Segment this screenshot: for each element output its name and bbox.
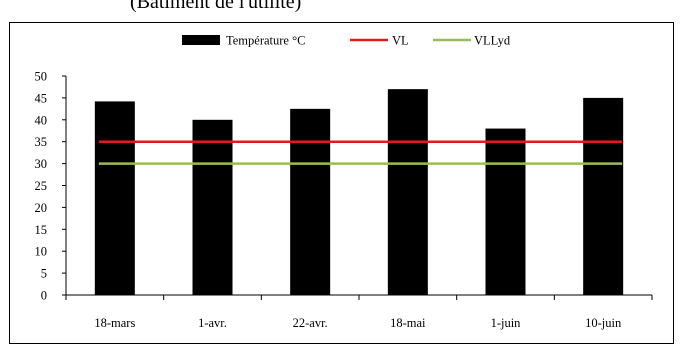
x-tick-label: 18-mars: [94, 316, 135, 330]
x-tick-label: 1-juin: [491, 316, 522, 330]
bar-22-avr.: [290, 108, 331, 295]
y-tick-label: 5: [41, 267, 47, 281]
y-tick-label: 20: [35, 201, 48, 215]
legend: Température °C VL VLLyd: [182, 34, 511, 48]
bars: [94, 89, 624, 296]
legend-label-VLLyd: VLLyd: [474, 34, 511, 48]
bar-1-avr.: [192, 119, 233, 295]
bar-1-juin: [485, 128, 526, 295]
y-tick-label: 40: [35, 113, 48, 127]
x-tick-label: 22-avr.: [293, 316, 328, 330]
y-tick-label: 30: [35, 157, 48, 171]
y-tick-label: 45: [35, 91, 48, 105]
legend-swatch-Température °C: [182, 35, 220, 45]
bar-18-mai: [387, 89, 428, 295]
y-tick-label: 15: [35, 223, 48, 237]
bar-18-mars: [94, 101, 135, 296]
y-tick-label: 50: [35, 70, 48, 84]
legend-label-VL: VL: [392, 34, 409, 48]
x-tick-label: 10-juin: [585, 316, 622, 330]
reference-lines: [98, 140, 623, 165]
bar-10-juin: [583, 97, 624, 296]
y-tick-label: 25: [35, 179, 48, 193]
chart-caption-partial: (Bâtiment de l'utilité): [130, 0, 302, 13]
x-tick-label: 18-mai: [390, 316, 426, 330]
x-tick-label: 1-avr.: [198, 316, 227, 330]
legend-label-Température °C: Température °C: [226, 34, 305, 48]
y-tick-label: 0: [41, 289, 47, 303]
chart-frame: [9, 22, 674, 344]
axes: 0 5 10 15 20 25 30 35 40 45 50 18-mars 1-avr. 22-avr.…: [35, 70, 653, 330]
y-tick-label: 35: [35, 135, 48, 149]
y-tick-label: 10: [35, 245, 48, 259]
